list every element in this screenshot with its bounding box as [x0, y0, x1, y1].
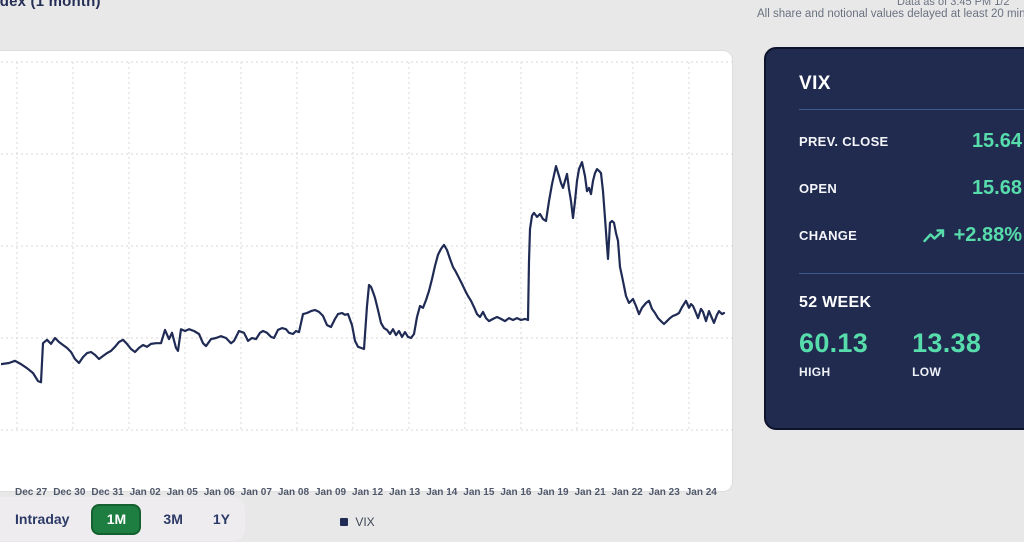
- timeframe-1m-button[interactable]: 1M: [91, 503, 142, 535]
- x-tick-label: Jan 09: [314, 487, 347, 498]
- week52-title: 52 WEEK: [799, 294, 872, 311]
- x-tick-label: Jan 06: [203, 487, 235, 498]
- x-tick-label: Jan 23: [648, 487, 680, 498]
- week52-low-label: LOW: [912, 365, 942, 379]
- delay-disclaimer-text: All share and notional values delayed at…: [757, 8, 1024, 20]
- timeframe-1y-button[interactable]: 1Y: [198, 511, 245, 527]
- chart-card: Dec 27 Dec 30 Dec 31 Jan 02 Jan 05 Jan 06 Jan …: [0, 50, 734, 529]
- prev-close-label: PREV. CLOSE: [799, 134, 889, 149]
- vix-line-chart[interactable]: [1, 51, 734, 486]
- trend-up-icon: [922, 228, 944, 242]
- x-tick-label: Jan 15: [463, 487, 495, 498]
- x-tick-label: Dec 27: [15, 487, 48, 498]
- x-tick-label: Jan 24: [685, 487, 717, 498]
- prev-close-row: PREV. CLOSE 15.64: [799, 118, 1022, 165]
- timeframe-3m-button[interactable]: 3M: [148, 511, 197, 527]
- chart-legend: VIX: [1, 515, 714, 529]
- x-tick-label: Jan 13: [389, 487, 421, 498]
- panel-divider: [799, 109, 1024, 110]
- week52-high-value: 60.13: [799, 328, 869, 358]
- change-row: CHANGE +2.88%: [799, 212, 1022, 259]
- x-tick-label: Jan 05: [166, 487, 198, 498]
- x-tick-label: Jan 21: [574, 487, 606, 498]
- change-value: +2.88%: [953, 224, 1022, 246]
- data-as-of-text: Data as of 3:45 PM 1/2: [897, 0, 1010, 8]
- week52-high-label: HIGH: [799, 365, 831, 379]
- panel-divider-2: [799, 273, 1024, 274]
- prev-close-value: 15.64: [971, 130, 1022, 152]
- timeframe-intraday-button[interactable]: Intraday: [0, 511, 84, 527]
- open-label: OPEN: [799, 181, 838, 196]
- x-tick-label: Jan 12: [352, 487, 384, 498]
- x-tick-label: Jan 02: [129, 487, 161, 498]
- change-label: CHANGE: [799, 228, 858, 243]
- quote-panel: VIX PREV. CLOSE 15.64 OPEN 15.68 CHANGE …: [764, 47, 1024, 430]
- week52-high: 60.13 HIGH: [799, 328, 868, 379]
- x-tick-label: Dec 31: [91, 487, 124, 498]
- x-tick-label: Jan 19: [537, 487, 569, 498]
- open-row: OPEN 15.68: [799, 165, 1022, 212]
- x-tick-label: Jan 16: [500, 487, 532, 498]
- x-tick-label: Jan 14: [426, 487, 458, 498]
- x-tick-label: Dec 30: [53, 487, 86, 498]
- symbol-title: VIX: [799, 73, 831, 94]
- x-tick-label: Jan 07: [240, 487, 272, 498]
- timeframe-bar: Intraday 1M 3M 1Y: [0, 497, 245, 541]
- x-tick-label: Jan 08: [277, 487, 310, 498]
- x-axis-ticks: Dec 27 Dec 30 Dec 31 Jan 02 Jan 05 Jan 06 Jan …: [15, 487, 717, 498]
- x-tick-label: Jan 22: [611, 487, 643, 498]
- page-title: Index (1 month): [0, 0, 101, 10]
- week52-low-value: 13.38: [912, 328, 982, 358]
- open-value: 15.68: [971, 177, 1022, 199]
- legend-label: VIX: [355, 515, 375, 529]
- week52-low: 13.38 LOW: [912, 328, 981, 379]
- legend-marker-icon: [340, 518, 349, 526]
